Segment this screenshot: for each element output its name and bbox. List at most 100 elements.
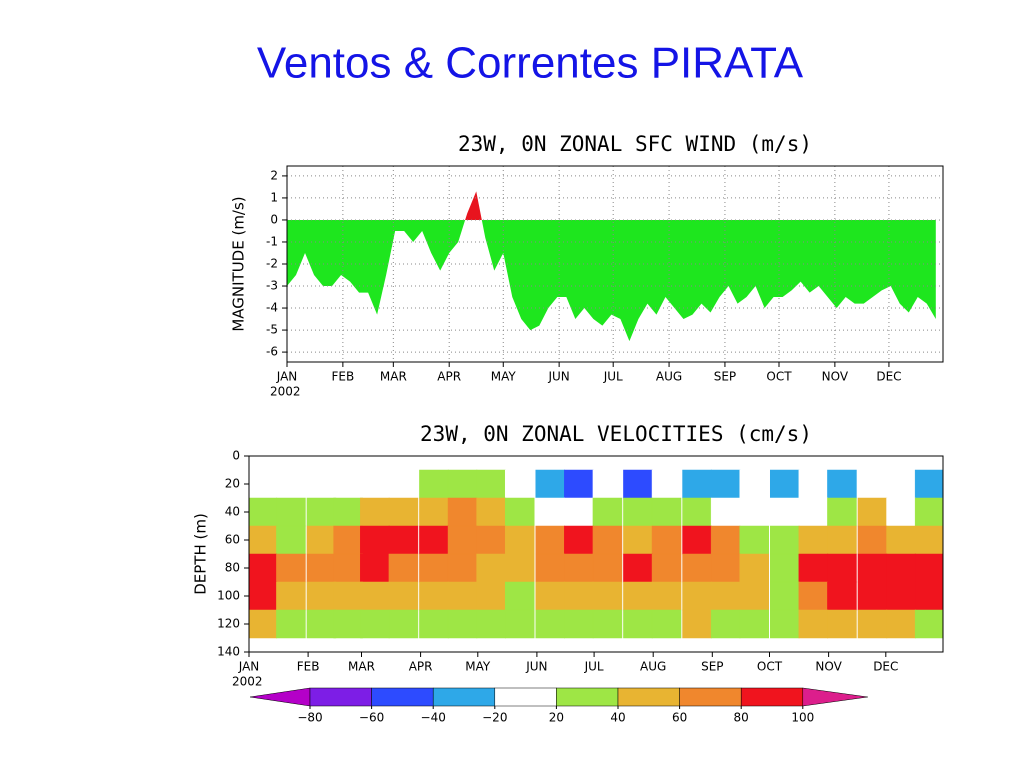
velocity-cell (914, 553, 944, 583)
velocity-cell (447, 609, 478, 639)
y-tick-label: -2 (266, 257, 278, 271)
velocity-cell (857, 497, 888, 527)
velocity-cell (276, 497, 306, 527)
velocity-cell (306, 553, 337, 583)
velocity-cell (682, 581, 712, 611)
velocity-cell (914, 609, 944, 639)
velocity-cell (592, 497, 623, 527)
velocity-cell (914, 497, 944, 527)
velocity-cell (419, 525, 449, 555)
velocity-cell (564, 581, 594, 611)
y-tick-label: 2 (270, 168, 278, 182)
velocity-cell (798, 581, 829, 611)
velocity-cell (651, 525, 682, 555)
y-tick-label: 0 (232, 449, 240, 463)
velocity-cell (592, 469, 623, 499)
velocity-cell (827, 525, 857, 555)
y-tick-label: 1 (270, 190, 278, 204)
velocity-cell (360, 581, 390, 611)
velocity-cell (306, 525, 337, 555)
x-tick-label: NOV (822, 370, 849, 384)
velocity-cell (419, 553, 449, 583)
velocity-cell (248, 525, 278, 555)
x-tick-label: OCT (766, 370, 792, 384)
velocity-cell (710, 469, 741, 499)
velocity-cell (388, 609, 419, 639)
velocity-cell (623, 525, 653, 555)
x-tick-label: FEB (297, 660, 320, 674)
x-tick-label: MAR (380, 370, 407, 384)
velocity-cell (476, 581, 506, 611)
negative-area (287, 219, 936, 342)
velocity-cell (769, 469, 800, 499)
velocity-cell (914, 469, 944, 499)
velocity-cell (769, 581, 800, 611)
velocity-cell (739, 609, 770, 639)
velocity-cell (857, 553, 888, 583)
velocity-cell (857, 469, 888, 499)
velocity-cell (388, 553, 419, 583)
velocity-cell (739, 581, 770, 611)
velocity-cell (447, 553, 478, 583)
velocity-cell (388, 469, 419, 499)
colorbar-label: −60 (359, 711, 384, 725)
velocity-cell (623, 609, 653, 639)
velocity-cell (476, 497, 506, 527)
velocity-cell (360, 609, 390, 639)
velocity-cell (333, 609, 363, 639)
x-tick-label: AUG (656, 370, 682, 384)
year-label: 2002 (232, 675, 263, 689)
velocity-cell (447, 497, 478, 527)
velocity-cell (564, 469, 594, 499)
x-tick-label: SEP (714, 370, 736, 384)
slide-title: Ventos & Correntes PIRATA (257, 39, 804, 88)
velocity-cell (306, 497, 337, 527)
velocity-cell (535, 609, 565, 639)
velocity-cell (535, 469, 565, 499)
velocity-cell (798, 525, 829, 555)
velocity-cell (886, 525, 916, 555)
colorbar-label: −20 (482, 711, 507, 725)
velocity-cell (769, 553, 800, 583)
y-tick-label: 140 (217, 645, 240, 659)
velocity-cell (827, 469, 857, 499)
velocity-cell (564, 497, 594, 527)
velocity-cell (682, 525, 712, 555)
velocity-cell (592, 553, 623, 583)
velocity-cell (827, 553, 857, 583)
velocity-cell (360, 553, 390, 583)
year-label: 2002 (270, 385, 301, 399)
velocity-cell (651, 553, 682, 583)
velocity-cell (623, 497, 653, 527)
colorbar-box (371, 687, 434, 707)
y-tick-label: -1 (266, 234, 278, 248)
x-tick-label: APR (437, 370, 461, 384)
velocity-cell (504, 497, 535, 527)
velocity-cell (419, 581, 449, 611)
velocity-cell (535, 581, 565, 611)
x-tick-label: JUN (547, 370, 569, 384)
velocity-cell (476, 469, 506, 499)
velocity-cell (651, 469, 682, 499)
y-tick-label: 120 (217, 617, 240, 631)
velocity-cell (504, 469, 535, 499)
velocity-cell (682, 497, 712, 527)
x-tick-label: AUG (640, 660, 666, 674)
colorbar-box (556, 687, 619, 707)
velocity-cell (276, 581, 306, 611)
velocity-cell (857, 525, 888, 555)
velocity-cell (769, 609, 800, 639)
velocity-cell (651, 609, 682, 639)
y-axis-label: DEPTH (m) (192, 513, 210, 595)
velocity-cell (248, 581, 278, 611)
velocity-cell (276, 609, 306, 639)
velocity-cell (710, 497, 741, 527)
velocity-cell (276, 525, 306, 555)
y-tick-label: 100 (217, 589, 240, 603)
velocity-cell (857, 581, 888, 611)
velocity-cell (739, 497, 770, 527)
colorbar-label: 100 (791, 711, 814, 725)
colorbar-low (249, 687, 311, 707)
velocity-cell (739, 525, 770, 555)
